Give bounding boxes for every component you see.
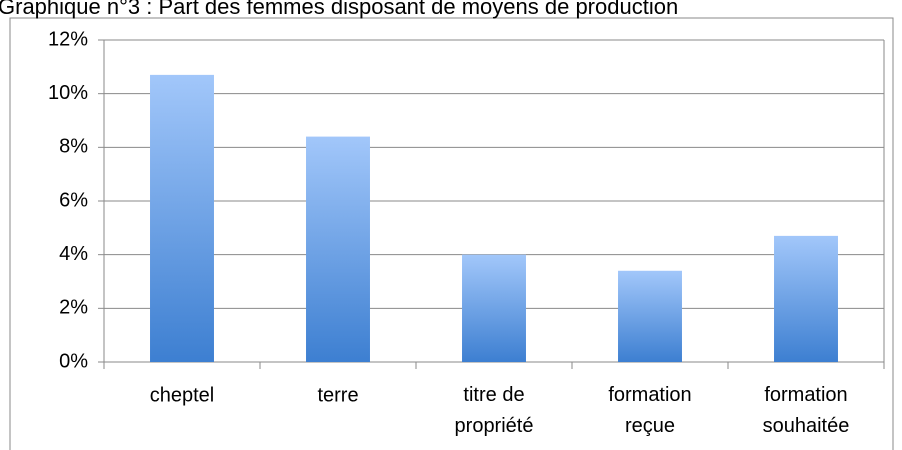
bar [150, 74, 214, 362]
y-tick-label: 4% [59, 243, 88, 265]
y-tick-label: 6% [59, 189, 88, 211]
y-tick-label: 0% [59, 350, 88, 372]
x-tick-label: cheptel [150, 384, 215, 406]
x-tick-label: formation souhaitée [763, 384, 850, 437]
chart-frame [9, 17, 894, 450]
bar [774, 235, 838, 362]
y-tick-label: 10% [48, 82, 88, 104]
x-tick-label: terre [317, 384, 358, 406]
x-tick-label: titre de propriété [455, 384, 534, 437]
x-tick-label: formation reçue [608, 384, 691, 437]
bar [306, 136, 370, 362]
chart-title: Graphique n°3 : Part des femmes disposan… [0, 0, 678, 19]
bar [462, 254, 526, 362]
y-tick-label: 2% [59, 297, 88, 319]
y-tick-label: 8% [59, 136, 88, 158]
y-tick-label: 12% [48, 28, 88, 50]
bar [618, 270, 682, 362]
